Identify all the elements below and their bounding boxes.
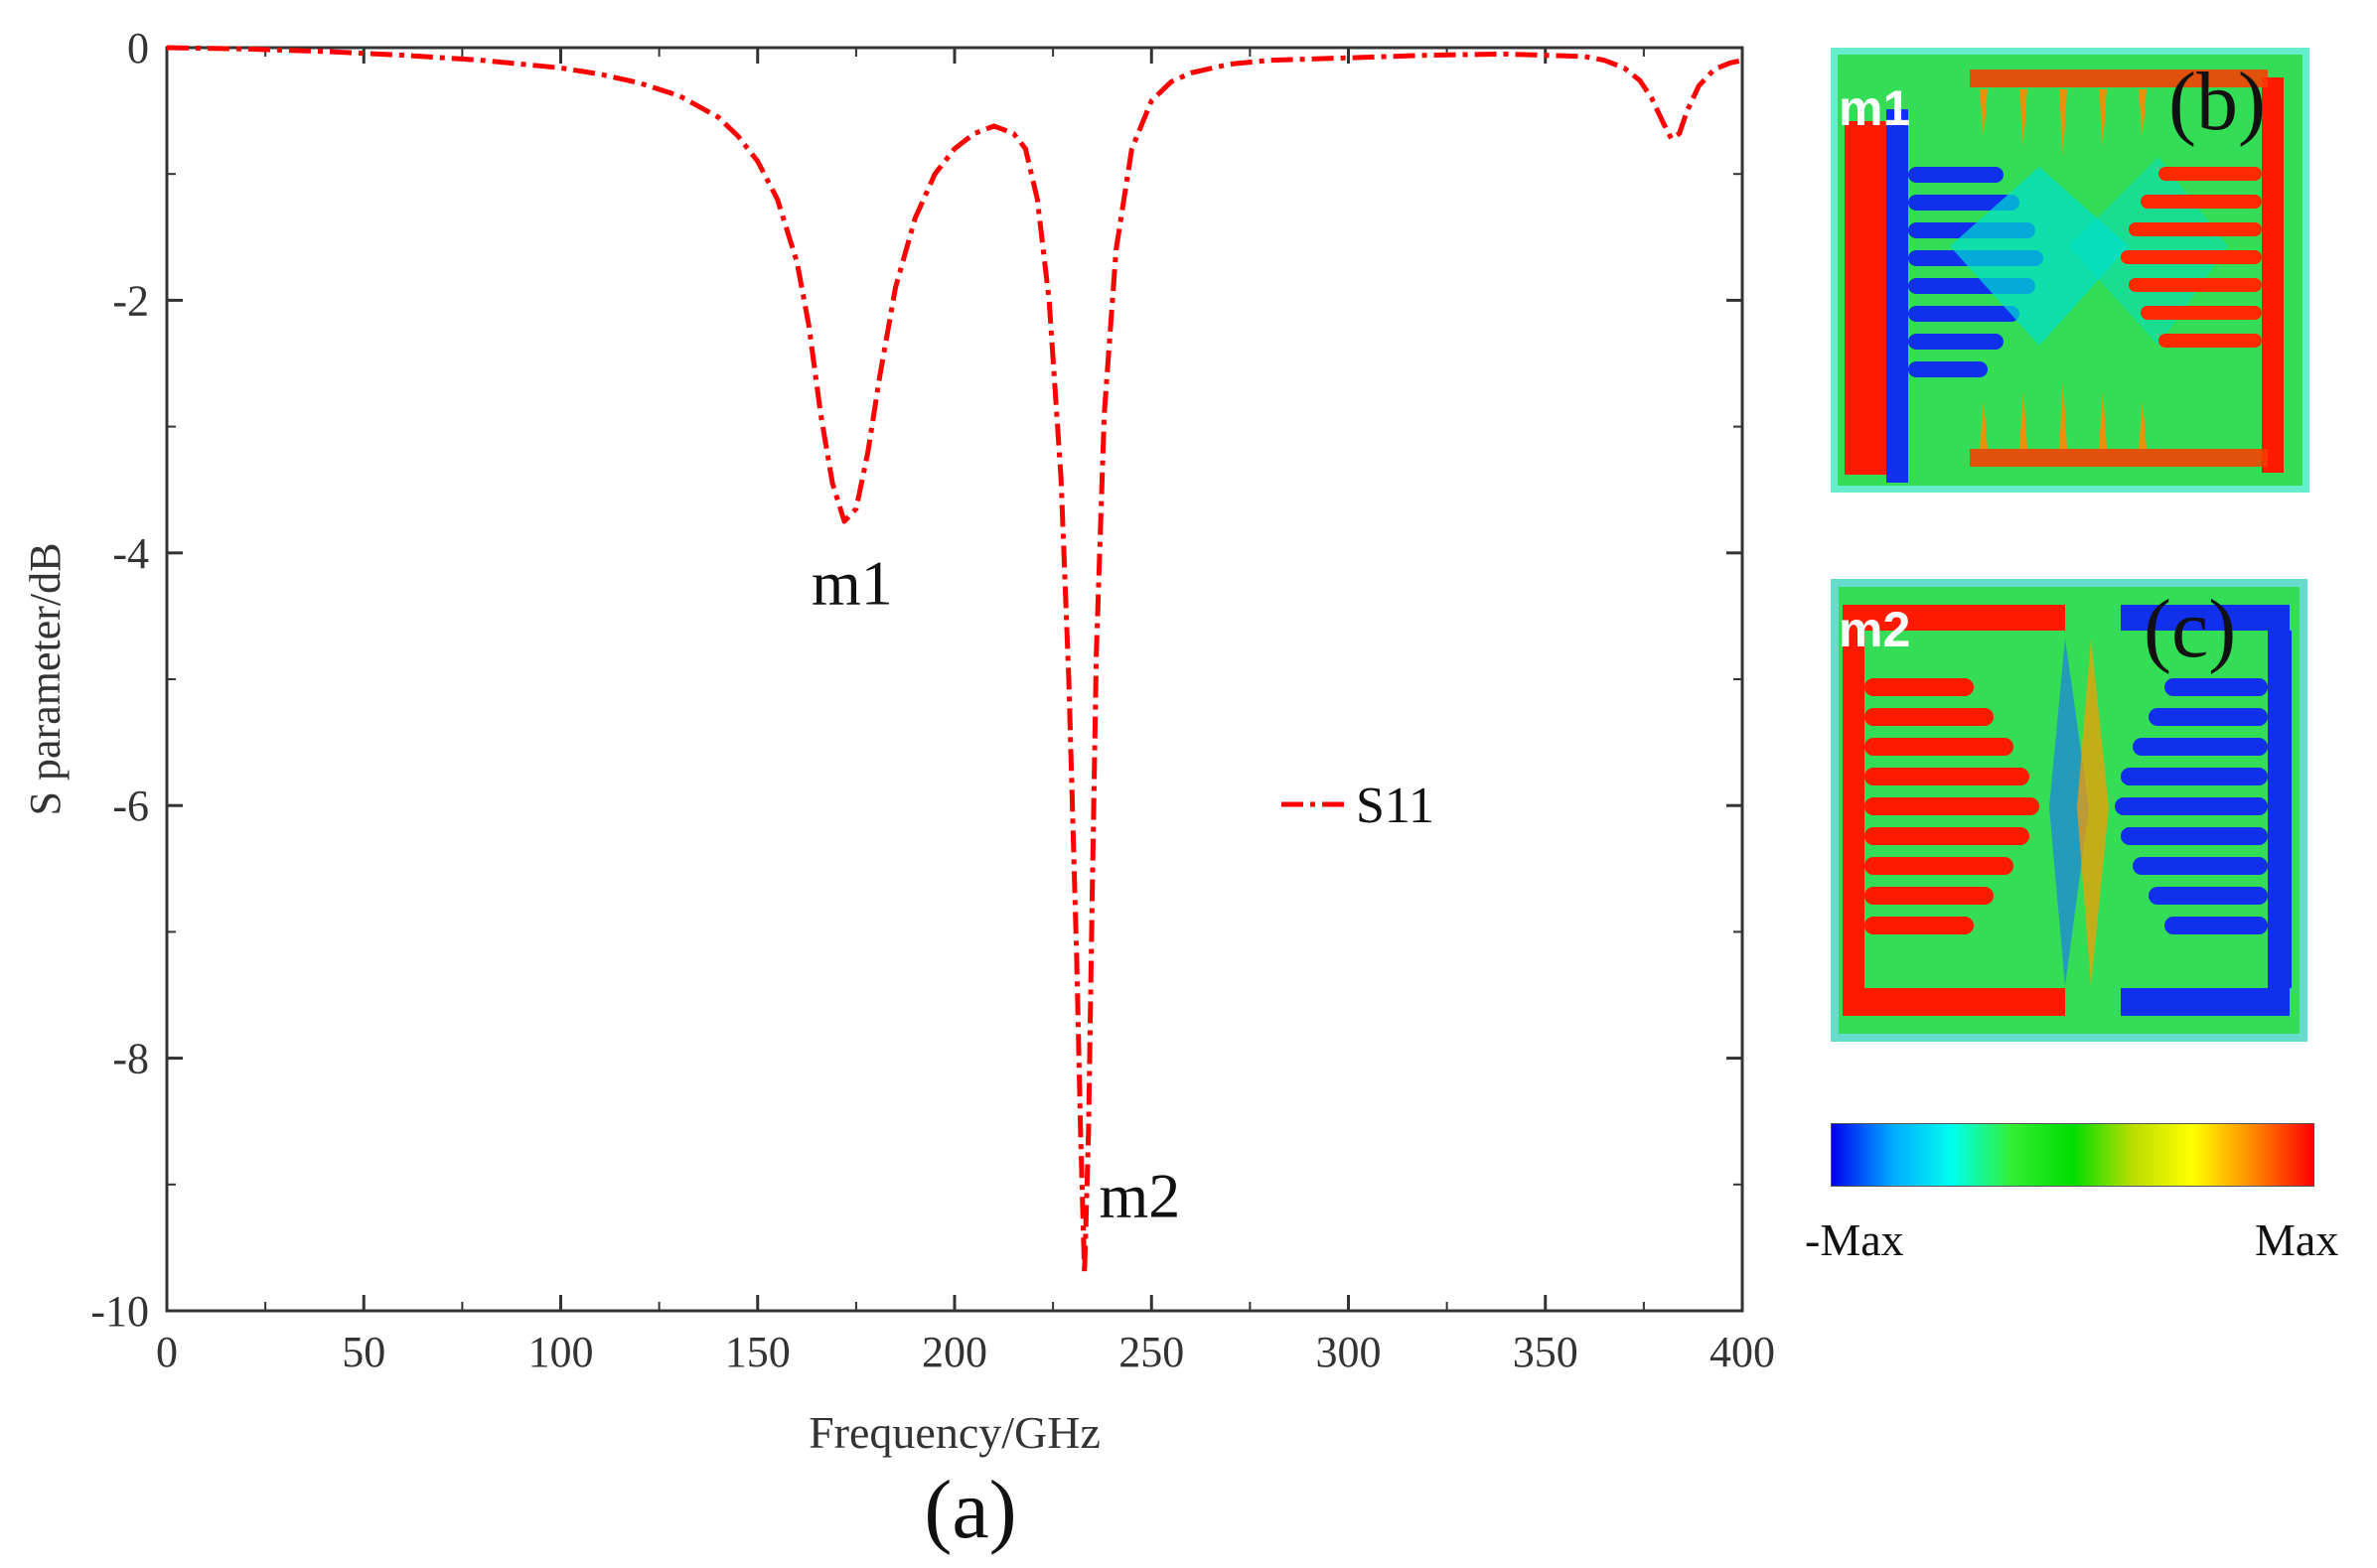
- y-axis-tick-labels: 0 -2 -4 -6 -8 -10: [90, 24, 149, 1336]
- y-tick-label-0: 0: [127, 24, 149, 72]
- panel-letter-b: (b): [2168, 56, 2266, 148]
- y-tick-label-3: -6: [112, 782, 149, 830]
- marker-annotations: m1 m2: [812, 548, 1180, 1231]
- x-tick-label-2: 100: [528, 1328, 594, 1376]
- field-map-m1: [1831, 48, 2309, 493]
- x-tick-label-4: 200: [922, 1328, 987, 1376]
- x-tick-label-3: 150: [725, 1328, 791, 1376]
- colorbar: [1831, 1123, 2314, 1187]
- field-map-m2-tag: m2: [1839, 602, 1911, 657]
- y-tick-label-2: -4: [112, 529, 149, 578]
- panel-letter-c: (c): [2144, 583, 2237, 675]
- y-axis-ticks: [167, 46, 1742, 1313]
- x-axis-label: Frequency/GHz: [809, 1407, 1101, 1458]
- y-tick-label-4: -8: [112, 1035, 149, 1083]
- x-tick-label-8: 400: [1709, 1328, 1775, 1376]
- annotation-m2: m2: [1099, 1161, 1180, 1231]
- legend-label-s11: S11: [1356, 778, 1434, 834]
- x-tick-label-0: 0: [156, 1328, 178, 1376]
- x-tick-label-7: 350: [1513, 1328, 1578, 1376]
- annotation-m1: m1: [812, 548, 893, 619]
- colorbar-max-label: Max: [2255, 1214, 2339, 1265]
- plot-frame: [165, 46, 1744, 1313]
- x-axis-ticks: [165, 48, 1744, 1311]
- colorbar-min-label: -Max: [1805, 1214, 1904, 1265]
- y-axis-label: S parameter/dB: [21, 543, 70, 816]
- field-map-m2: [1831, 579, 2307, 1042]
- field-map-m1-tag: m1: [1839, 80, 1911, 136]
- series-line-s11: [166, 45, 1743, 1276]
- chart-caption: (a): [924, 1464, 1016, 1556]
- field-map-m1-image: [1831, 48, 2309, 493]
- s-parameter-chart: 0 50 100 150 200 250 300 350 400 0 -2 -4 -6 -8 -10 m1…: [21, 24, 1775, 1556]
- x-tick-label-5: 250: [1118, 1328, 1184, 1376]
- field-map-m2-image: [1831, 579, 2307, 1042]
- x-tick-label-6: 300: [1316, 1328, 1382, 1376]
- y-tick-label-1: -2: [112, 276, 149, 325]
- x-axis-tick-labels: 0 50 100 150 200 250 300 350 400: [156, 1328, 1775, 1376]
- y-tick-label-5: -10: [90, 1287, 149, 1336]
- x-tick-label-1: 50: [342, 1328, 385, 1376]
